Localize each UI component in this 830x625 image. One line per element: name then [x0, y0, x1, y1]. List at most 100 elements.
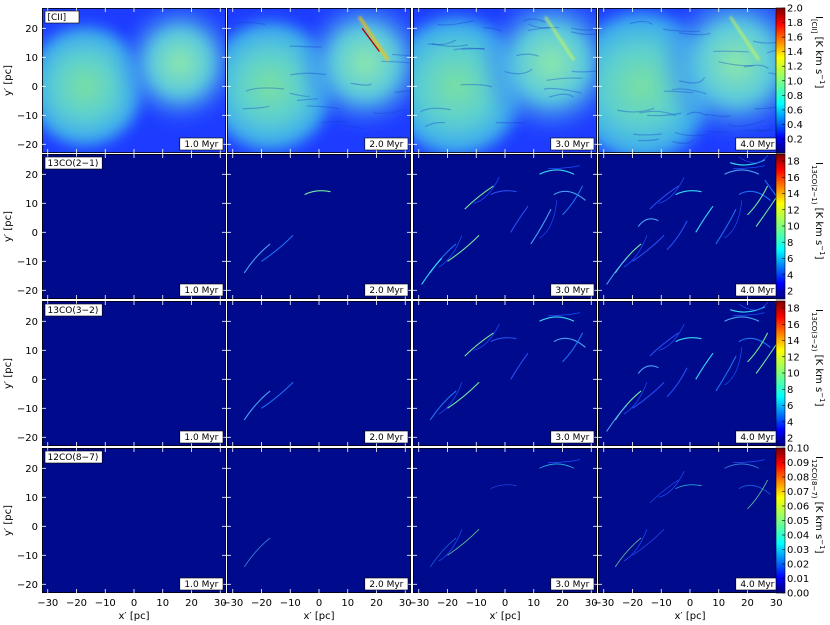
filament	[539, 463, 575, 469]
y-tick-label: 10	[25, 199, 38, 210]
panel-r1-c3: 3.0 Myr	[413, 8, 597, 153]
panel-r3-c4: 4.0 Myr	[598, 301, 782, 446]
colorbar-tick-label: 4	[787, 270, 793, 281]
cloud-structure	[768, 72, 782, 76]
cloud-structure	[289, 45, 322, 48]
cloud-structure	[546, 77, 583, 82]
filament	[243, 243, 271, 274]
cloud-structure	[232, 21, 266, 25]
colorbar-tick-label: 0.07	[787, 487, 809, 498]
panel-r4-c1: 1.0 Myr 12CO(8−7)	[42, 448, 226, 593]
panel-background	[42, 448, 226, 593]
filament	[304, 190, 331, 196]
filament	[724, 316, 760, 322]
panel-r2-c1: 1.0 Myr 13CO(2−1)	[42, 154, 226, 299]
filament	[553, 337, 586, 348]
cloud-structure	[483, 26, 502, 32]
filament	[658, 177, 685, 204]
panel-r4-c2: 2.0 Myr	[227, 448, 411, 593]
y-tick-label: 20	[25, 24, 38, 35]
bright-ridge	[544, 16, 575, 61]
x-tick-label: 0	[316, 598, 322, 609]
filament	[623, 235, 648, 268]
x-tick-label: −20	[251, 598, 272, 609]
x-tick-label: 10	[156, 598, 169, 609]
colorbar-tick-label: 16	[787, 320, 800, 331]
filament	[447, 528, 480, 556]
cloud-structure	[637, 138, 659, 142]
filament	[649, 479, 679, 504]
x-tick-label: −30	[408, 598, 429, 609]
filament	[747, 185, 769, 216]
cloud-structure	[633, 133, 663, 136]
cloud-structure	[296, 98, 319, 102]
colorbar-tick-label: 4	[787, 417, 793, 428]
x-tick-label: 30	[585, 598, 598, 609]
panel-background	[227, 448, 411, 593]
filament	[243, 390, 271, 421]
y-tick-label: −20	[17, 580, 38, 591]
peak-ridge	[361, 27, 380, 52]
colorbar-tick-label: 6	[787, 401, 793, 412]
filament	[548, 312, 580, 316]
x-tick-label: −10	[651, 598, 672, 609]
gas-cloud	[298, 8, 411, 133]
time-label-box	[179, 577, 224, 591]
panel-r1-c4: 4.0 Myr	[598, 8, 782, 153]
y-axis-label: y′ [pc]	[3, 211, 14, 242]
row-label-box	[44, 156, 103, 170]
y-axis-label: y′ [pc]	[3, 505, 14, 536]
cloud-structure	[242, 105, 270, 110]
row-label: 12CO(8−7)	[48, 453, 99, 463]
colorbar-tick-label: 0.4	[787, 120, 803, 131]
cloud-structure	[461, 47, 485, 50]
colorbar-tick-label: 0.00	[787, 589, 809, 600]
cloud-structure	[522, 18, 546, 23]
time-label: 4.0 Myr	[740, 140, 774, 150]
filament	[755, 197, 777, 227]
colorbar-tick-label: 2	[787, 434, 793, 445]
panel-background	[42, 301, 226, 446]
time-label-box	[550, 137, 595, 151]
colorbar-tick-label: 1.4	[787, 47, 803, 58]
axes: 20 10 0 −10 −20 y′ [pc] 20 10 0 −10 −20 y′ [pc] 20 10…	[3, 24, 783, 622]
gas-cloud	[659, 8, 782, 143]
colorbar-tick-label: 1.6	[787, 33, 803, 44]
filament	[733, 459, 765, 463]
colorbar-tick-label: 0.06	[787, 502, 809, 513]
cloud-structure	[646, 112, 682, 117]
filament	[695, 205, 714, 233]
colorbars: 2.0 1.8 1.6 1.4 1.2 1.0 0.8 0.6 0.4 0.2 I[CII] [K …	[775, 4, 826, 600]
filament	[675, 337, 702, 343]
filament	[649, 185, 679, 210]
time-label: 2.0 Myr	[369, 433, 403, 443]
cloud-structure	[373, 108, 406, 115]
colorbar-tick-label: 0.01	[787, 574, 809, 585]
cloud-structure	[705, 113, 731, 118]
time-label-box	[364, 137, 409, 151]
y-axis-label: y′ [pc]	[3, 65, 14, 96]
filament	[464, 185, 494, 210]
cloud-structure	[662, 28, 700, 33]
cloud-structure	[672, 88, 707, 95]
x-tick-label: 10	[712, 598, 725, 609]
filament	[539, 316, 575, 322]
filament	[261, 234, 294, 262]
filament	[473, 177, 500, 204]
cloud-structure	[679, 77, 706, 84]
filament	[755, 344, 777, 374]
filament	[733, 165, 765, 169]
cloud-structure	[427, 39, 457, 46]
colorbar-tick-label: 0.02	[787, 560, 809, 571]
time-label-box	[550, 577, 595, 591]
cloud-structure	[571, 27, 597, 31]
filament	[695, 352, 714, 380]
y-tick-label: 10	[25, 53, 38, 64]
time-label: 1.0 Myr	[184, 140, 218, 150]
colorbar-tick-label: 1.0	[787, 76, 803, 87]
filament	[675, 190, 702, 196]
x-tick-label: 20	[370, 598, 383, 609]
filament	[637, 218, 659, 227]
panel-background	[413, 448, 597, 593]
